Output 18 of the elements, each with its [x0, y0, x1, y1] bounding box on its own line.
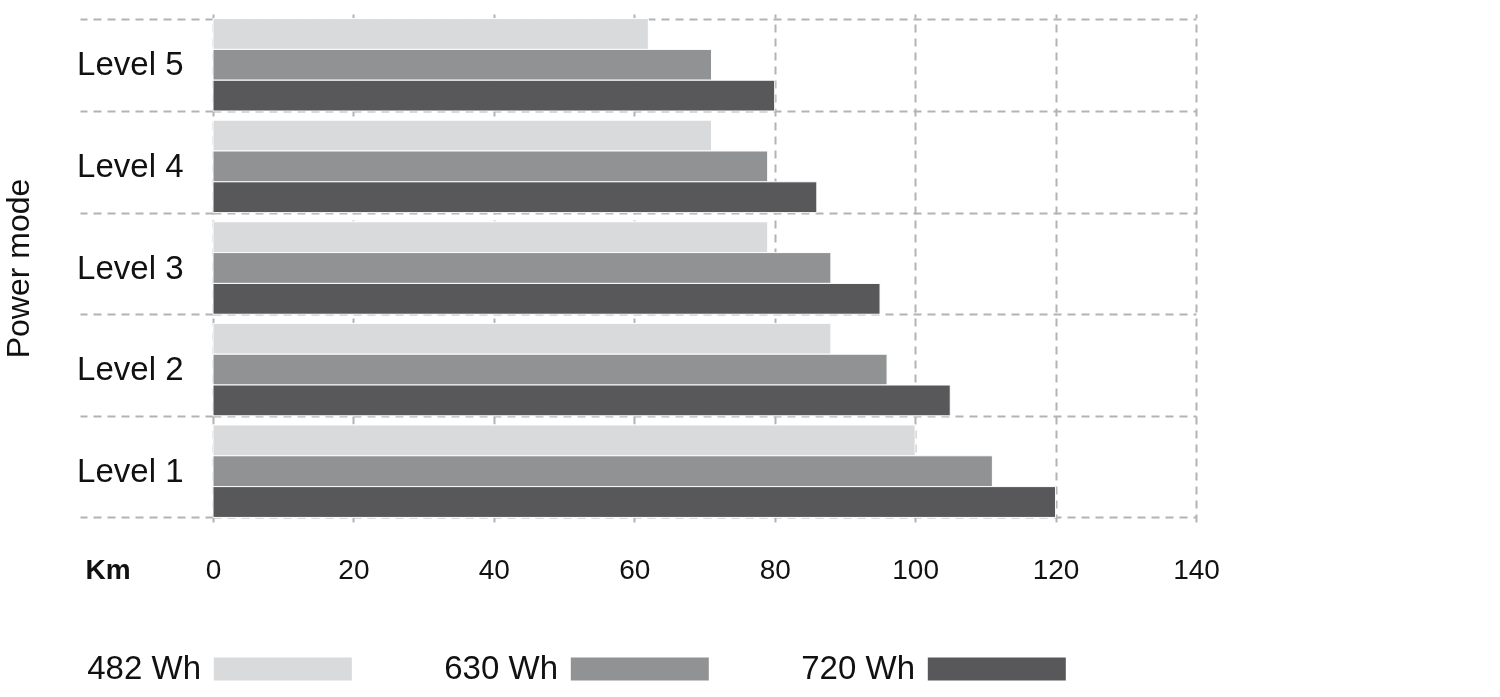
legend-label: 630 Wh [444, 649, 558, 686]
y-axis-title: Power mode [0, 178, 36, 359]
legend-label: 720 Wh [801, 649, 915, 686]
x-axis-title: Km [85, 553, 131, 585]
x-tick-label: 120 [1032, 553, 1080, 585]
y-tick-label: Level 5 [77, 45, 184, 83]
x-tick-label: 60 [619, 553, 651, 585]
y-tick-label: Level 1 [77, 451, 184, 489]
x-tick-label: 0 [205, 553, 222, 585]
y-tick-label: Level 2 [77, 350, 184, 388]
x-tick-label: 20 [338, 553, 370, 585]
y-tick-label: Level 4 [77, 146, 184, 184]
x-tick-label: 40 [478, 553, 510, 585]
x-tick-label: 80 [759, 553, 791, 585]
legend-label: 482 Wh [87, 649, 201, 686]
y-tick-label: Level 3 [77, 248, 184, 286]
x-tick-label: 140 [1173, 553, 1220, 585]
x-tick-label: 100 [892, 553, 939, 585]
